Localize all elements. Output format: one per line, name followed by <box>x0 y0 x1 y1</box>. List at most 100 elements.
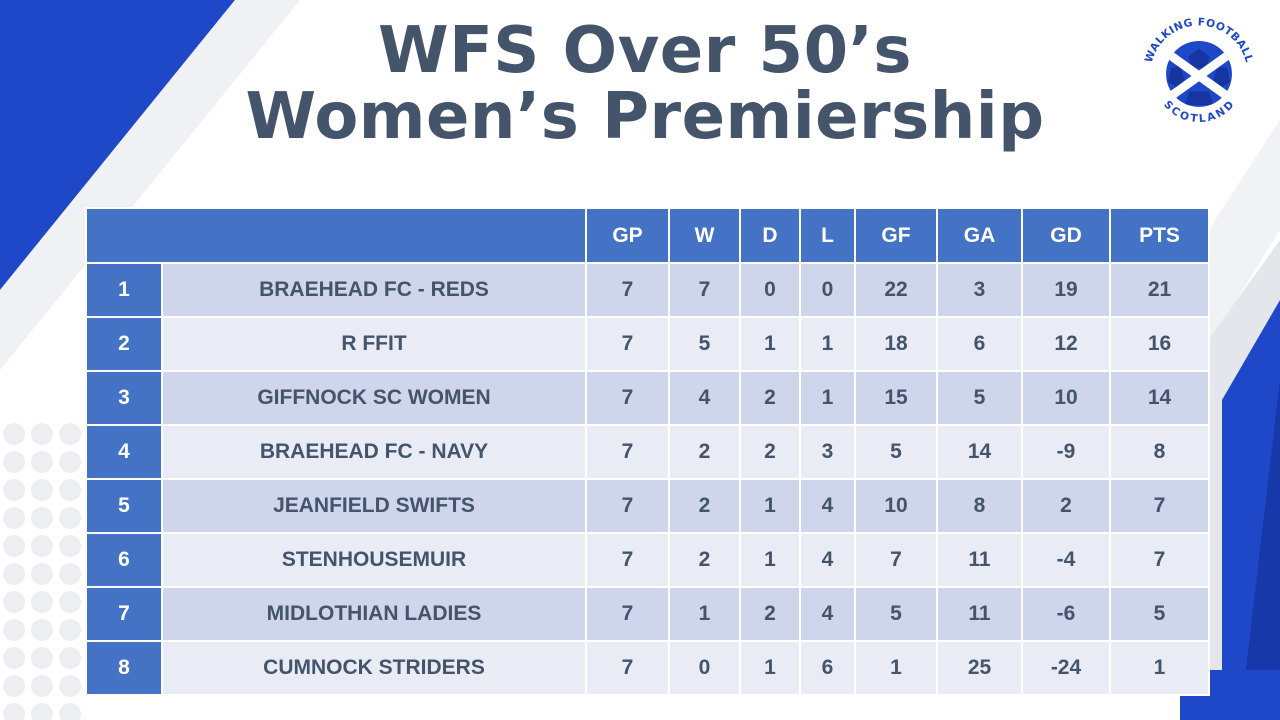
table-row: 1 BRAEHEAD FC - REDS 7 7 0 0 22 3 19 21 <box>85 262 1210 318</box>
ga-cell: 3 <box>936 262 1023 318</box>
pts-cell: 7 <box>1109 532 1210 588</box>
position-cell: 6 <box>85 532 163 588</box>
header-gp: GP <box>585 207 670 264</box>
header-gf: GF <box>854 207 938 264</box>
w-cell: 1 <box>668 586 741 642</box>
w-cell: 2 <box>668 424 741 480</box>
gd-cell: 2 <box>1021 478 1111 534</box>
gp-cell: 7 <box>585 532 670 588</box>
ga-cell: 8 <box>936 478 1023 534</box>
pts-cell: 7 <box>1109 478 1210 534</box>
w-cell: 4 <box>668 370 741 426</box>
gd-cell: -9 <box>1021 424 1111 480</box>
table-row: 7 MIDLOTHIAN LADIES 7 1 2 4 5 11 -6 5 <box>85 586 1210 642</box>
team-name-cell: JEANFIELD SWIFTS <box>161 478 587 534</box>
l-cell: 6 <box>799 640 856 696</box>
gd-cell: -24 <box>1021 640 1111 696</box>
team-name-cell: R FFIT <box>161 316 587 372</box>
position-cell: 8 <box>85 640 163 696</box>
ga-cell: 5 <box>936 370 1023 426</box>
ga-cell: 14 <box>936 424 1023 480</box>
gp-cell: 7 <box>585 370 670 426</box>
pts-cell: 21 <box>1109 262 1210 318</box>
w-cell: 7 <box>668 262 741 318</box>
position-cell: 3 <box>85 370 163 426</box>
header-pts: PTS <box>1109 207 1210 264</box>
table-row: 2 R FFIT 7 5 1 1 18 6 12 16 <box>85 316 1210 372</box>
gf-cell: 7 <box>854 532 938 588</box>
gd-cell: -4 <box>1021 532 1111 588</box>
d-cell: 1 <box>739 478 801 534</box>
d-cell: 1 <box>739 532 801 588</box>
walking-football-scotland-logo: WALKING FOOTBALL SCOTLAND <box>1142 15 1255 125</box>
table-row: 5 JEANFIELD SWIFTS 7 2 1 4 10 8 2 7 <box>85 478 1210 534</box>
position-cell: 7 <box>85 586 163 642</box>
w-cell: 5 <box>668 316 741 372</box>
pts-cell: 14 <box>1109 370 1210 426</box>
position-cell: 4 <box>85 424 163 480</box>
pts-cell: 5 <box>1109 586 1210 642</box>
gf-cell: 15 <box>854 370 938 426</box>
title-line-2: Women’s Premiership <box>245 80 1045 154</box>
team-name-cell: STENHOUSEMUIR <box>161 532 587 588</box>
table-row: 6 STENHOUSEMUIR 7 2 1 4 7 11 -4 7 <box>85 532 1210 588</box>
title-line-1: WFS Over 50’s <box>377 14 913 88</box>
ga-cell: 11 <box>936 532 1023 588</box>
team-name-cell: GIFFNOCK SC WOMEN <box>161 370 587 426</box>
header-gd: GD <box>1021 207 1111 264</box>
l-cell: 4 <box>799 532 856 588</box>
team-name-cell: CUMNOCK STRIDERS <box>161 640 587 696</box>
d-cell: 2 <box>739 424 801 480</box>
gp-cell: 7 <box>585 316 670 372</box>
l-cell: 3 <box>799 424 856 480</box>
gf-cell: 5 <box>854 586 938 642</box>
l-cell: 1 <box>799 316 856 372</box>
gp-cell: 7 <box>585 640 670 696</box>
league-table: GP W D L GF GA GD PTS 1 BRAEHEAD FC - RE… <box>85 207 1210 696</box>
gp-cell: 7 <box>585 262 670 318</box>
table-header-row: GP W D L GF GA GD PTS <box>85 207 1210 264</box>
d-cell: 0 <box>739 262 801 318</box>
ga-cell: 11 <box>936 586 1023 642</box>
d-cell: 1 <box>739 640 801 696</box>
position-cell: 2 <box>85 316 163 372</box>
gf-cell: 22 <box>854 262 938 318</box>
ga-cell: 25 <box>936 640 1023 696</box>
header-l: L <box>799 207 856 264</box>
football-saltire-icon <box>1166 41 1232 107</box>
pts-cell: 1 <box>1109 640 1210 696</box>
l-cell: 0 <box>799 262 856 318</box>
pts-cell: 16 <box>1109 316 1210 372</box>
position-cell: 1 <box>85 262 163 318</box>
w-cell: 0 <box>668 640 741 696</box>
gd-cell: 19 <box>1021 262 1111 318</box>
ga-cell: 6 <box>936 316 1023 372</box>
gf-cell: 1 <box>854 640 938 696</box>
w-cell: 2 <box>668 478 741 534</box>
header-blank <box>85 207 587 264</box>
table-row: 8 CUMNOCK STRIDERS 7 0 1 6 1 25 -24 1 <box>85 640 1210 696</box>
position-cell: 5 <box>85 478 163 534</box>
gf-cell: 5 <box>854 424 938 480</box>
gf-cell: 10 <box>854 478 938 534</box>
l-cell: 4 <box>799 478 856 534</box>
page-title: WFS Over 50’s Women’s Premiership <box>230 18 1060 150</box>
gf-cell: 18 <box>854 316 938 372</box>
gp-cell: 7 <box>585 424 670 480</box>
table-row: 4 BRAEHEAD FC - NAVY 7 2 2 3 5 14 -9 8 <box>85 424 1210 480</box>
team-name-cell: BRAEHEAD FC - REDS <box>161 262 587 318</box>
d-cell: 2 <box>739 370 801 426</box>
gd-cell: -6 <box>1021 586 1111 642</box>
gd-cell: 10 <box>1021 370 1111 426</box>
l-cell: 1 <box>799 370 856 426</box>
gd-cell: 12 <box>1021 316 1111 372</box>
pts-cell: 8 <box>1109 424 1210 480</box>
gp-cell: 7 <box>585 586 670 642</box>
d-cell: 1 <box>739 316 801 372</box>
l-cell: 4 <box>799 586 856 642</box>
team-name-cell: MIDLOTHIAN LADIES <box>161 586 587 642</box>
team-name-cell: BRAEHEAD FC - NAVY <box>161 424 587 480</box>
gp-cell: 7 <box>585 478 670 534</box>
table-row: 3 GIFFNOCK SC WOMEN 7 4 2 1 15 5 10 14 <box>85 370 1210 426</box>
header-d: D <box>739 207 801 264</box>
